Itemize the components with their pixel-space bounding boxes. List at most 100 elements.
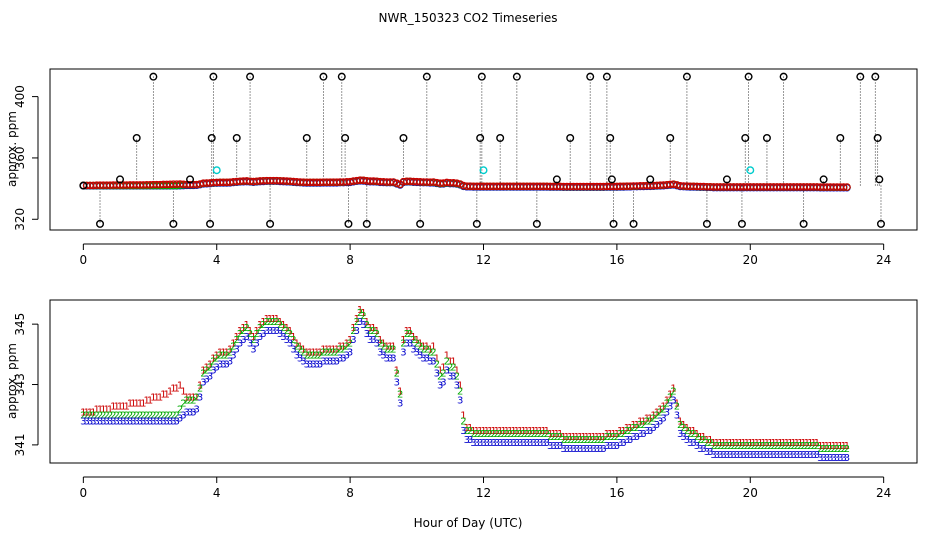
series-2-point: 2 — [520, 429, 526, 440]
series-1-point: 1 — [774, 438, 780, 449]
series-3-point: 3 — [254, 338, 260, 349]
series-1-point: 1 — [647, 414, 653, 425]
outlier-point — [186, 175, 195, 184]
outlier-point — [856, 72, 865, 81]
series-1-point: 1 — [240, 323, 246, 334]
series-1-point: 1 — [257, 320, 263, 331]
series-1-point: 1 — [364, 317, 370, 328]
series-3-point: 3 — [467, 435, 473, 446]
series-2-point: 2 — [584, 435, 590, 446]
series-2-point: 2 — [120, 411, 126, 422]
series-3-point: 3 — [290, 344, 296, 355]
series-1-point: 1 — [520, 426, 526, 437]
series-3-point: 3 — [347, 347, 353, 358]
series-2-point: 2 — [414, 338, 420, 349]
outlier-point — [836, 133, 845, 142]
series-3-point: 3 — [734, 450, 740, 461]
series-3-point: 3 — [644, 426, 650, 437]
series-3-point: 3 — [840, 453, 846, 464]
series-1-point: 1 — [780, 438, 786, 449]
series-2-point: 2 — [677, 420, 683, 431]
series-3-point: 3 — [607, 441, 613, 452]
series-3-point: 3 — [614, 441, 620, 452]
series-3-point: 3 — [437, 381, 443, 392]
series-3-point: 3 — [560, 444, 566, 455]
series-1-point: 1 — [190, 393, 196, 404]
series-2-point: 2 — [324, 347, 330, 358]
series-1-point: 1 — [657, 405, 663, 416]
series-1-point: 1 — [227, 344, 233, 355]
series-2-point: 2 — [484, 429, 490, 440]
series-2-point: 2 — [634, 423, 640, 434]
series-3-point: 3 — [327, 356, 333, 367]
series-3-point: 3 — [487, 438, 493, 449]
series-2-point: 2 — [104, 411, 110, 422]
series-2-point: 2 — [440, 368, 446, 379]
series-1-point: 1 — [760, 438, 766, 449]
series-1-point: 1 — [724, 438, 730, 449]
series-1-point: 1 — [687, 426, 693, 437]
outlier-point — [566, 133, 575, 142]
series-3-point: 3 — [767, 450, 773, 461]
series-3-point: 3 — [337, 353, 343, 364]
series-2-point: 2 — [564, 435, 570, 446]
series-1-point: 1 — [524, 426, 530, 437]
series-1-point: 1 — [110, 402, 116, 413]
series-3-point: 3 — [657, 417, 663, 428]
series-2-point: 2 — [667, 393, 673, 404]
series-3-point: 3 — [714, 450, 720, 461]
series-2-point: 2 — [590, 435, 596, 446]
series-1-point: 1 — [297, 341, 303, 352]
series-3-point: 3 — [400, 347, 406, 358]
series-1-point: 1 — [317, 347, 323, 358]
series-2-point: 2 — [820, 444, 826, 455]
series-2-point: 2 — [340, 344, 346, 355]
series-1-point: 1 — [714, 438, 720, 449]
series-2-point: 2 — [164, 411, 170, 422]
series-3-point: 3 — [190, 408, 196, 419]
series-1-point: 1 — [244, 320, 250, 331]
series-3-point: 3 — [507, 438, 513, 449]
series-3-point: 3 — [107, 417, 113, 428]
series-1-point: 1 — [594, 432, 600, 443]
series-1-point: 1 — [167, 387, 173, 398]
series-2-point: 2 — [757, 441, 763, 452]
series-3-point: 3 — [330, 356, 336, 367]
series-2-point: 2 — [300, 347, 306, 358]
upper-panel-baseline-points — [79, 176, 851, 192]
series-1-point: 1 — [277, 317, 283, 328]
upper-y-tick-label: 360 — [13, 146, 27, 169]
series-1-point: 1 — [177, 381, 183, 392]
series-2-point: 2 — [554, 432, 560, 443]
series-3-point: 3 — [240, 335, 246, 346]
series-2-point: 2 — [397, 390, 403, 401]
series-1-point: 1 — [83, 408, 89, 419]
series-3-point: 3 — [674, 411, 680, 422]
series-3-point: 3 — [837, 453, 843, 464]
series-3-point: 3 — [794, 450, 800, 461]
series-3-point: 3 — [784, 450, 790, 461]
series-3-point: 3 — [820, 453, 826, 464]
series-1-point: 1 — [484, 426, 490, 437]
series-3-point: 3 — [720, 450, 726, 461]
series-1-point: 1 — [307, 347, 313, 358]
series-1-point: 1 — [204, 362, 210, 373]
series-2-point: 2 — [777, 441, 783, 452]
series-2-point: 2 — [760, 441, 766, 452]
series-2-point: 2 — [290, 335, 296, 346]
series-1-point: 1 — [217, 347, 223, 358]
series-3-point: 3 — [740, 450, 746, 461]
series-3-point: 3 — [584, 444, 590, 455]
series-1-point: 1 — [467, 423, 473, 434]
series-2-point: 2 — [694, 432, 700, 443]
series-2-point: 2 — [380, 341, 386, 352]
lower-panel: 1111111111111111111111111111111111111111… — [5, 299, 918, 500]
series-1-point: 1 — [270, 314, 276, 325]
series-3-point: 3 — [600, 444, 606, 455]
outlier-point — [496, 133, 505, 142]
series-3-point: 3 — [790, 450, 796, 461]
series-3-point: 3 — [624, 435, 630, 446]
series-3-point: 3 — [610, 441, 616, 452]
series-2-point: 2 — [137, 411, 143, 422]
